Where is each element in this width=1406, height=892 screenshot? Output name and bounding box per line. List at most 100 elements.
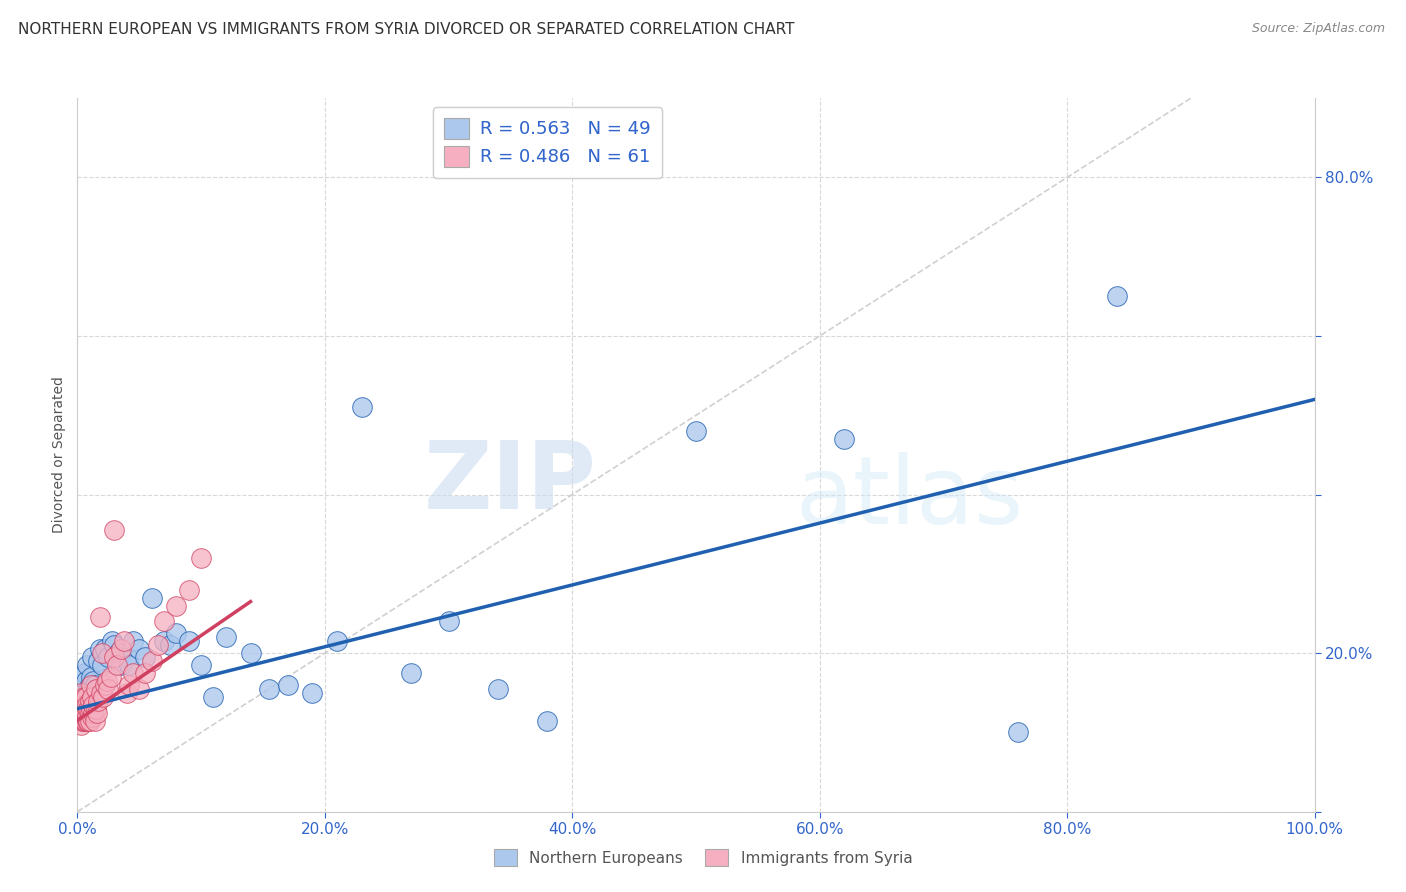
- Point: [115, 686, 138, 700]
- Point: [87, 694, 110, 708]
- Point: [76, 709, 98, 723]
- Point: [91, 646, 114, 660]
- Point: [202, 690, 225, 704]
- Point: [190, 658, 212, 673]
- Text: NORTHERN EUROPEAN VS IMMIGRANTS FROM SYRIA DIVORCED OR SEPARATED CORRELATION CHA: NORTHERN EUROPEAN VS IMMIGRANTS FROM SYR…: [18, 22, 794, 37]
- Point: [77, 681, 100, 696]
- Point: [1105, 289, 1128, 303]
- Point: [77, 714, 100, 728]
- Point: [177, 582, 200, 597]
- Point: [84, 681, 107, 696]
- Point: [84, 701, 107, 715]
- Point: [100, 670, 122, 684]
- Point: [165, 626, 187, 640]
- Point: [89, 610, 111, 624]
- Point: [84, 681, 107, 696]
- Point: [72, 678, 94, 692]
- Point: [80, 678, 103, 692]
- Point: [301, 686, 323, 700]
- Point: [134, 665, 156, 680]
- Point: [96, 673, 118, 688]
- Point: [77, 701, 100, 715]
- Point: [153, 634, 176, 648]
- Point: [69, 706, 91, 720]
- Text: atlas: atlas: [794, 451, 1024, 544]
- Point: [67, 701, 90, 715]
- Point: [112, 634, 135, 648]
- Point: [80, 670, 103, 684]
- Point: [146, 638, 169, 652]
- Point: [93, 678, 115, 692]
- Text: Source: ZipAtlas.com: Source: ZipAtlas.com: [1251, 22, 1385, 36]
- Point: [91, 690, 114, 704]
- Point: [79, 694, 101, 708]
- Point: [486, 681, 509, 696]
- Point: [73, 665, 96, 680]
- Point: [105, 658, 128, 673]
- Point: [141, 591, 163, 605]
- Point: [190, 551, 212, 566]
- Point: [101, 634, 124, 648]
- Point: [159, 638, 181, 652]
- Point: [72, 714, 94, 728]
- Point: [257, 681, 280, 696]
- Point: [128, 681, 150, 696]
- Point: [83, 678, 105, 692]
- Point: [83, 714, 105, 728]
- Point: [103, 523, 125, 537]
- Point: [437, 615, 460, 629]
- Point: [72, 714, 94, 728]
- Point: [118, 658, 141, 673]
- Y-axis label: Divorced or Separated: Divorced or Separated: [52, 376, 66, 533]
- Point: [79, 714, 101, 728]
- Point: [215, 630, 238, 644]
- Point: [82, 690, 104, 704]
- Point: [82, 673, 104, 688]
- Point: [75, 706, 97, 720]
- Point: [153, 615, 176, 629]
- Point: [97, 681, 120, 696]
- Point: [93, 642, 115, 657]
- Point: [76, 714, 98, 728]
- Point: [834, 432, 856, 446]
- Point: [110, 658, 132, 673]
- Point: [87, 654, 110, 668]
- Point: [118, 678, 141, 692]
- Point: [73, 698, 96, 712]
- Point: [103, 638, 125, 652]
- Point: [72, 698, 94, 712]
- Legend: R = 0.563   N = 49, R = 0.486   N = 61: R = 0.563 N = 49, R = 0.486 N = 61: [433, 107, 662, 178]
- Point: [72, 670, 94, 684]
- Point: [82, 709, 104, 723]
- Point: [86, 706, 108, 720]
- Point: [239, 646, 262, 660]
- Point: [103, 650, 125, 665]
- Point: [277, 678, 299, 692]
- Point: [107, 646, 129, 660]
- Point: [122, 665, 145, 680]
- Point: [165, 599, 187, 613]
- Point: [89, 642, 111, 657]
- Point: [75, 709, 97, 723]
- Point: [536, 714, 558, 728]
- Point: [67, 709, 90, 723]
- Point: [80, 701, 103, 715]
- Point: [177, 634, 200, 648]
- Point: [1007, 725, 1029, 739]
- Point: [72, 706, 94, 720]
- Point: [69, 694, 91, 708]
- Point: [79, 678, 101, 692]
- Point: [73, 709, 96, 723]
- Legend: Northern Europeans, Immigrants from Syria: Northern Europeans, Immigrants from Syri…: [485, 839, 921, 875]
- Point: [326, 634, 349, 648]
- Point: [82, 706, 104, 720]
- Point: [90, 686, 112, 700]
- Point: [97, 650, 120, 665]
- Point: [72, 690, 94, 704]
- Point: [73, 714, 96, 728]
- Point: [76, 698, 98, 712]
- Text: ZIP: ZIP: [425, 437, 598, 530]
- Point: [70, 717, 93, 731]
- Point: [79, 706, 101, 720]
- Point: [350, 401, 373, 415]
